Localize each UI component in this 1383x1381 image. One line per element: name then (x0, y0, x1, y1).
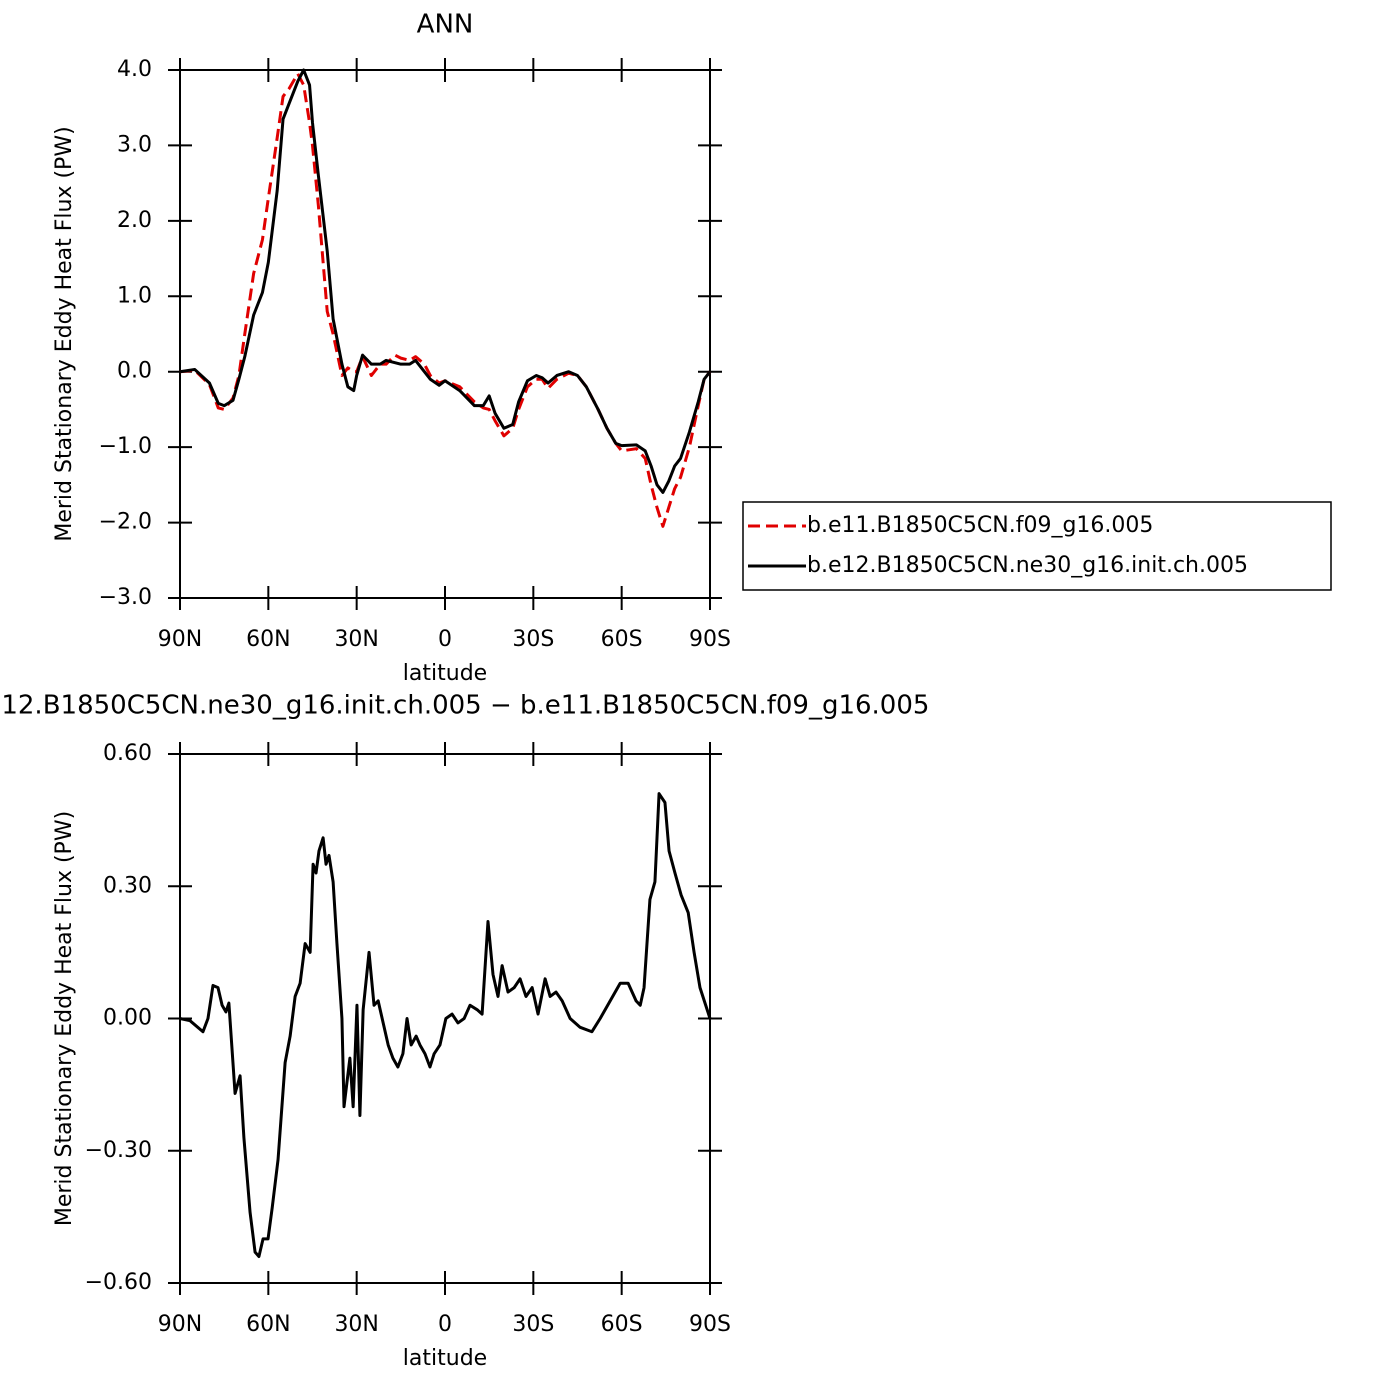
chart-title: ANN (417, 10, 474, 40)
y-tick-label: 0.30 (103, 873, 152, 898)
x-tick-label: 60S (601, 1312, 643, 1337)
x-tick-label: 30N (334, 627, 378, 652)
x-tick-label: 30N (334, 1312, 378, 1337)
x-tick-label: 90N (158, 1312, 202, 1337)
y-tick-label: −2.0 (99, 510, 152, 535)
x-tick-label: 60N (246, 627, 290, 652)
series-line (179, 72, 712, 528)
x-tick-label: 90N (158, 627, 202, 652)
y-tick-label: 0.00 (103, 1006, 152, 1031)
y-axis-label: Merid Stationary Eddy Heat Flux (PW) (52, 811, 77, 1226)
legend-box (742, 501, 1332, 591)
chart-title: b.e12.B1850C5CN.ne30_g16.init.ch.005 − b… (0, 691, 929, 721)
y-tick-label: 4.0 (117, 57, 152, 82)
y-tick-label: 0.60 (103, 741, 152, 766)
x-tick-label: 60S (601, 627, 643, 652)
y-tick-label: −0.60 (85, 1270, 152, 1295)
x-tick-label: 0 (438, 1312, 452, 1337)
y-tick-label: 1.0 (117, 283, 152, 308)
x-tick-label: 30S (512, 1312, 554, 1337)
x-tick-label: 60N (246, 1312, 290, 1337)
y-tick-label: −0.30 (85, 1138, 152, 1163)
y-tick-label: 2.0 (117, 208, 152, 233)
x-tick-label: 30S (512, 627, 554, 652)
y-tick-label: −1.0 (99, 434, 152, 459)
x-axis-label: latitude (403, 661, 487, 686)
series-line (179, 792, 712, 1259)
y-axis-label: Merid Stationary Eddy Heat Flux (PW) (52, 126, 77, 541)
x-axis-label: latitude (403, 1346, 487, 1371)
series-line (179, 68, 712, 494)
y-tick-label: −3.0 (99, 585, 152, 610)
legend-label: b.e12.B1850C5CN.ne30_g16.init.ch.005 (807, 553, 1248, 578)
y-tick-label: 0.0 (117, 359, 152, 384)
plot-frame (179, 69, 711, 599)
legend-label: b.e11.B1850C5CN.f09_g16.005 (807, 513, 1153, 538)
x-tick-label: 90S (689, 1312, 731, 1337)
x-tick-label: 0 (438, 627, 452, 652)
y-tick-label: 3.0 (117, 132, 152, 157)
x-tick-label: 90S (689, 627, 731, 652)
